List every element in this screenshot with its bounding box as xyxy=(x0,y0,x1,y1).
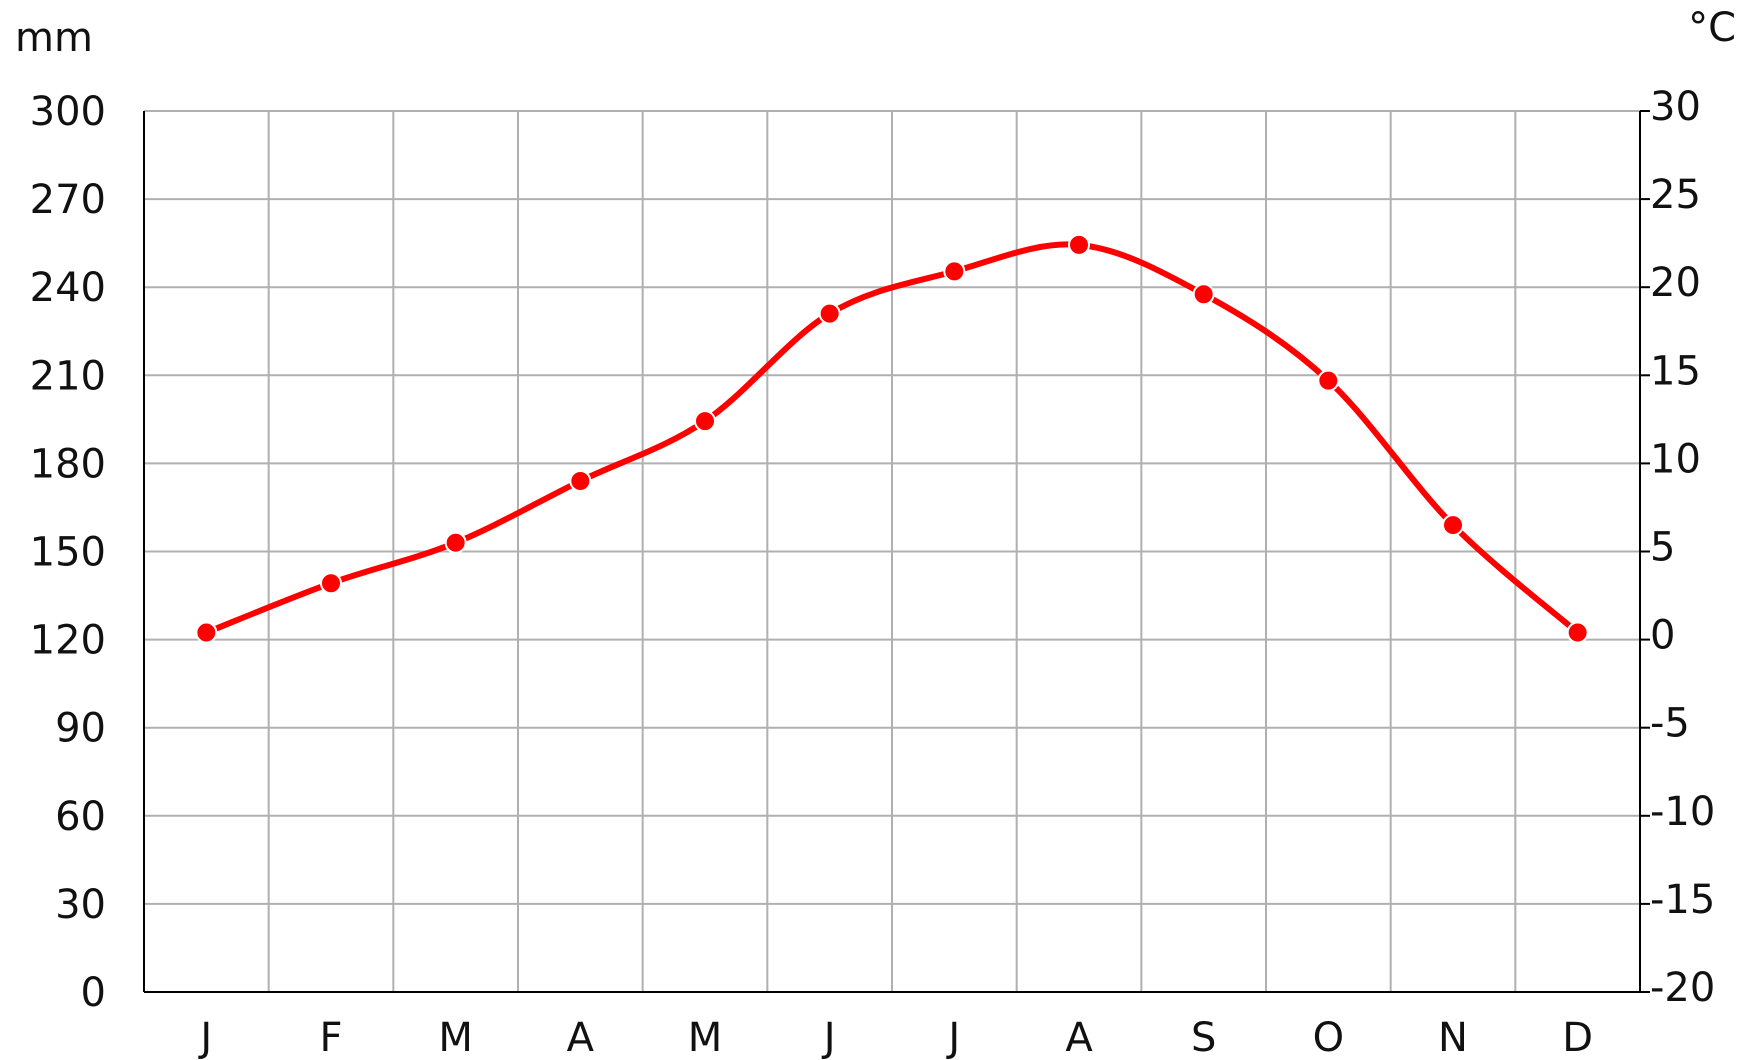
y2-tick-label: -20 xyxy=(1650,965,1715,1011)
y2-tick-label: 5 xyxy=(1650,525,1675,571)
x-tick-label: M xyxy=(438,1015,473,1060)
y2-tick-label: -5 xyxy=(1650,701,1690,747)
x-tick-label: A xyxy=(1065,1015,1093,1060)
y-tick-label: 30 xyxy=(55,882,106,928)
point xyxy=(1317,369,1340,392)
x-tick-label: J xyxy=(197,1015,212,1060)
y2-tick-label: 0 xyxy=(1650,613,1675,659)
x-tick-label: S xyxy=(1191,1015,1216,1060)
y2-tick-label: 15 xyxy=(1650,348,1701,394)
point xyxy=(694,410,716,433)
y2-tick-label: 20 xyxy=(1650,260,1701,306)
y-tick-label: 240 xyxy=(30,265,106,311)
x-tick-label: J xyxy=(945,1015,960,1060)
x-tick-label: O xyxy=(1313,1015,1344,1060)
y-tick-label: 60 xyxy=(55,794,106,840)
point xyxy=(943,260,966,283)
y2-axis-label: °C xyxy=(1688,5,1736,51)
point xyxy=(1068,233,1090,256)
y-axis-label: mm xyxy=(15,15,93,61)
point xyxy=(818,302,841,325)
y2-tick-label: 10 xyxy=(1650,436,1701,482)
point xyxy=(569,470,592,493)
y-tick-label: 210 xyxy=(30,353,106,399)
point xyxy=(1566,621,1589,644)
point xyxy=(195,621,218,644)
x-tick-label: J xyxy=(821,1015,836,1060)
y2-tick-label: 30 xyxy=(1650,84,1701,130)
y-tick-label: 0 xyxy=(81,970,106,1016)
y-tick-label: 120 xyxy=(30,618,106,664)
x-tick-label: F xyxy=(319,1015,342,1060)
y2-tick-label: -10 xyxy=(1650,789,1715,835)
x-tick-label: A xyxy=(567,1015,595,1060)
y2-tick-label: -15 xyxy=(1650,877,1715,923)
point xyxy=(1442,514,1464,537)
point xyxy=(444,531,467,554)
y-tick-label: 90 xyxy=(55,706,106,752)
x-tick-label: N xyxy=(1438,1015,1468,1060)
y-tick-label: 180 xyxy=(30,441,106,487)
point xyxy=(1192,283,1215,306)
y2-tick-label: 25 xyxy=(1650,172,1701,218)
y-tick-label: 150 xyxy=(30,530,106,576)
y-tick-label: 270 xyxy=(30,177,106,223)
x-tick-label: M xyxy=(688,1015,723,1060)
x-tick-label: D xyxy=(1562,1015,1593,1060)
point xyxy=(320,572,342,595)
y-tick-label: 300 xyxy=(30,89,106,135)
